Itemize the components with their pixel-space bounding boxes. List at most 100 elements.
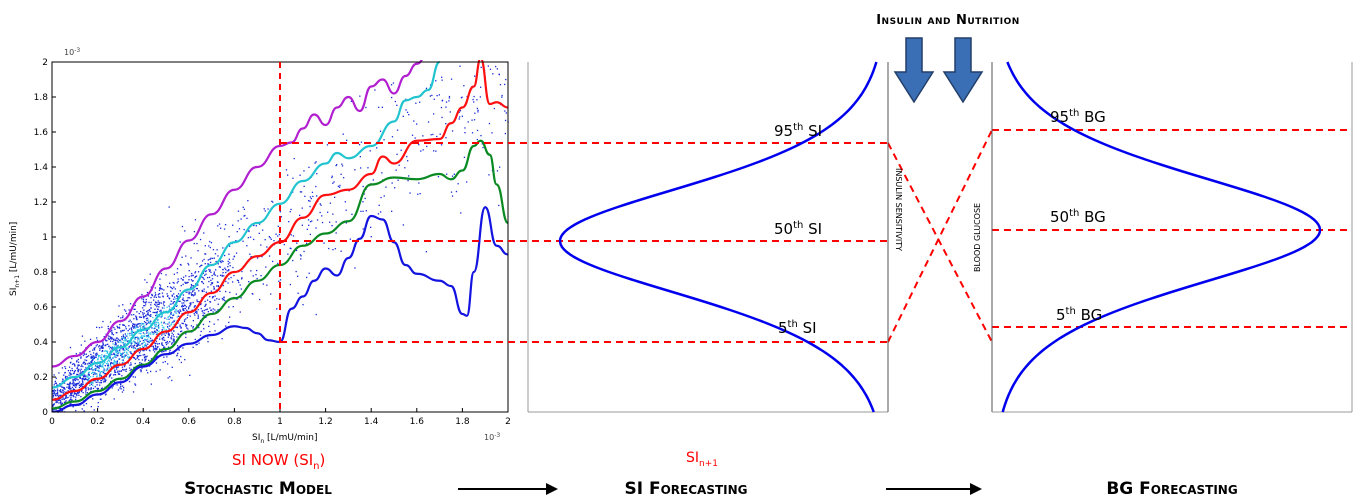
scatter-point	[248, 230, 250, 233]
scatter-point	[125, 370, 127, 372]
scatter-point	[268, 255, 271, 257]
scatter-point	[109, 358, 111, 360]
scatter-point	[218, 223, 221, 225]
scatter-point	[192, 274, 194, 277]
scatter-point	[80, 390, 83, 393]
scatter-point	[278, 280, 280, 282]
scatter-point	[100, 345, 102, 347]
scatter-point	[385, 186, 387, 188]
scatter-point	[127, 330, 129, 332]
scatter-point	[390, 84, 393, 86]
scatter-point	[111, 332, 113, 334]
scatter-point	[405, 109, 407, 111]
scatter-point	[337, 185, 339, 187]
scatter-point	[60, 389, 62, 391]
scatter-point	[394, 187, 396, 189]
scatter-point	[177, 322, 179, 324]
scatter-point	[180, 327, 182, 329]
scatter-point	[145, 339, 147, 341]
scatter-point	[235, 252, 238, 254]
scatter-point	[103, 356, 106, 358]
scatter-point	[71, 357, 73, 360]
scatter-point	[205, 270, 208, 272]
scatter-point	[198, 290, 200, 292]
scatter-point	[81, 371, 84, 373]
scatter-point	[151, 293, 153, 296]
scatter-point	[53, 384, 55, 386]
scatter-point	[419, 101, 421, 103]
scatter-point	[163, 305, 165, 307]
scatter-point	[62, 389, 64, 391]
scatter-point	[98, 327, 101, 329]
scatter-point	[253, 238, 255, 241]
scatter-point	[52, 389, 54, 392]
scatter-point	[64, 366, 66, 368]
scatter-point	[70, 374, 72, 376]
scatter-point	[97, 381, 99, 383]
scatter-point	[114, 369, 116, 372]
scatter-point	[156, 329, 158, 332]
scatter-point	[147, 312, 149, 314]
scatter-point	[183, 308, 185, 310]
scatter-point	[169, 349, 171, 351]
scatter-point	[127, 353, 129, 356]
scatter-point	[82, 370, 84, 373]
scatter-point	[148, 341, 150, 343]
scatter-point	[332, 213, 334, 215]
scatter-point	[303, 170, 305, 172]
scatter-point	[182, 297, 184, 299]
scatter-point	[202, 272, 204, 274]
scatter-point	[119, 373, 121, 375]
scatter-point	[90, 387, 92, 389]
scatter-point	[62, 409, 64, 411]
scatter-point	[89, 350, 91, 353]
scatter-point	[90, 356, 92, 358]
scatter-point	[426, 145, 428, 148]
scatter-point	[99, 373, 101, 375]
scatter-point	[149, 310, 151, 313]
scatter-point	[108, 335, 110, 337]
scatter-point	[407, 160, 409, 162]
scatter-point	[171, 335, 173, 337]
scatter-point	[381, 172, 383, 174]
scatter-point	[418, 182, 420, 184]
scatter-point	[466, 181, 468, 183]
scatter-point	[161, 343, 163, 345]
scatter-point	[146, 355, 148, 357]
scatter-point	[359, 95, 361, 97]
scatter-point	[162, 296, 164, 298]
scatter-point	[114, 342, 117, 344]
scatter-point	[197, 284, 199, 286]
scatter-point	[90, 390, 92, 393]
scatter-point	[201, 297, 203, 299]
scatter-point	[243, 228, 245, 231]
scatter-point	[173, 296, 176, 298]
scatter-point	[82, 392, 84, 394]
scatter-point	[84, 340, 86, 342]
scatter-point	[109, 374, 111, 376]
scatter-point	[329, 202, 331, 204]
scatter-point	[140, 354, 142, 357]
scatter-point	[228, 269, 230, 271]
scatter-point	[89, 338, 92, 340]
scatter-point	[62, 392, 65, 394]
scatter-point	[104, 380, 106, 382]
scatter-point	[202, 312, 204, 314]
scatter-point	[170, 300, 172, 302]
scatter-point	[117, 350, 119, 352]
scatter-point	[92, 382, 94, 384]
scatter-point	[458, 118, 460, 120]
y-tick-label: 0.6	[34, 303, 49, 313]
scatter-point	[327, 211, 329, 213]
scatter-point	[86, 374, 88, 376]
scatter-point	[55, 390, 57, 392]
scatter-point	[263, 208, 265, 210]
scatter-point	[88, 368, 90, 370]
scatter-point	[54, 382, 56, 384]
scatter-point	[60, 401, 62, 403]
scatter-point	[200, 330, 202, 333]
scatter-point	[275, 233, 277, 235]
scatter-point	[202, 277, 204, 279]
scatter-point	[204, 274, 206, 276]
scatter-point	[64, 376, 67, 378]
